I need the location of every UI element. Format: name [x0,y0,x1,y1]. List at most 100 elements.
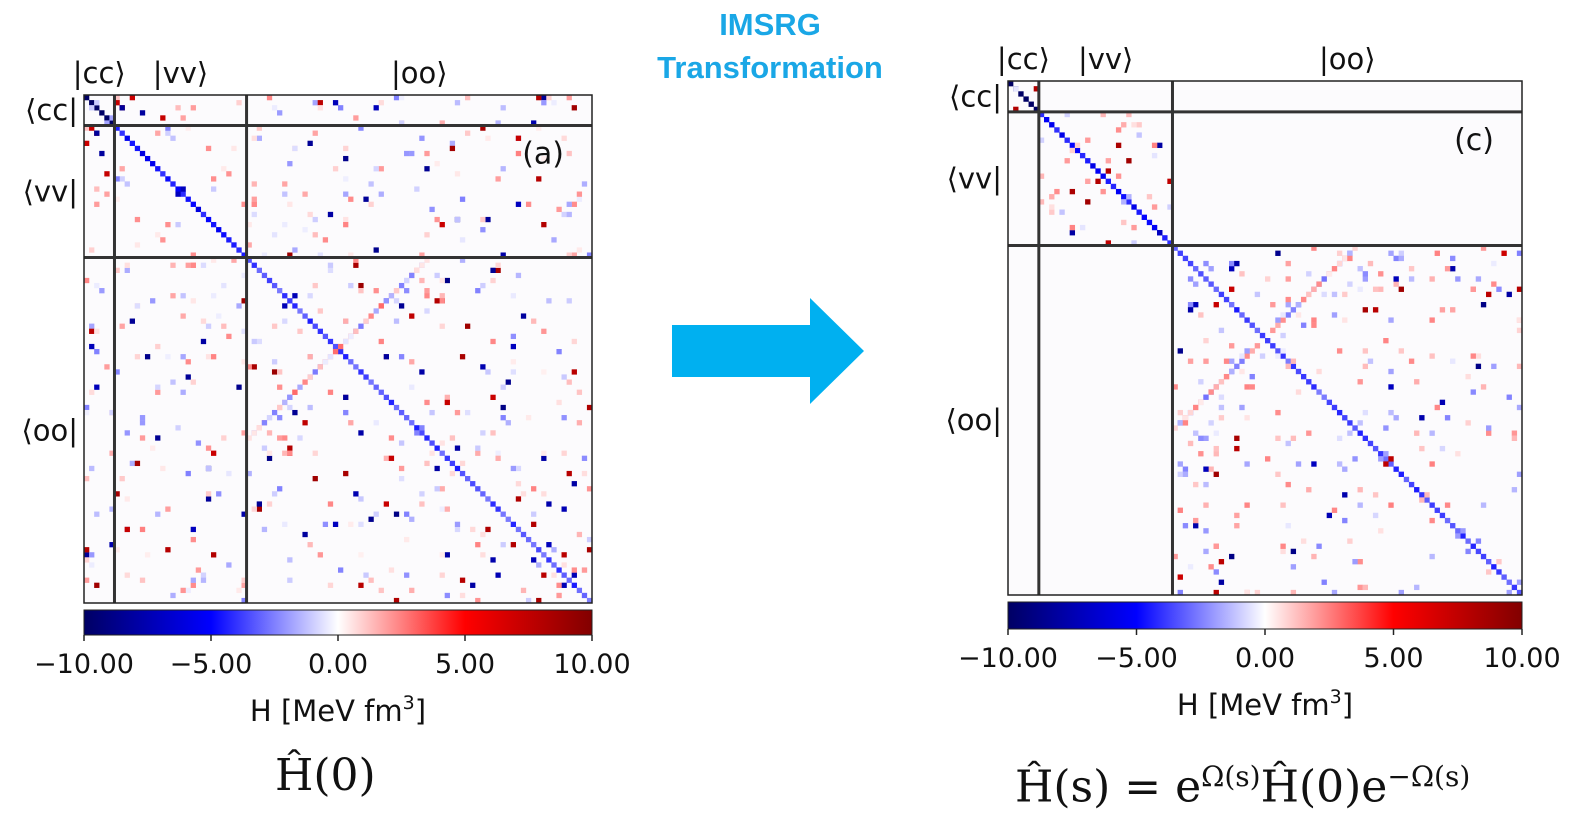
heatmap-cell [302,379,308,385]
heatmap-cell [571,201,577,207]
heatmap-cell [353,328,359,334]
heatmap-cell [1234,363,1240,370]
heatmap-cell [104,171,110,177]
heatmap-cell [459,237,466,243]
heatmap-cell [1105,168,1111,174]
heatmap-cell [1049,209,1055,215]
heatmap-cell [251,211,257,218]
heatmap-cell [139,435,146,441]
heatmap-cell [312,282,318,289]
heatmap-cell [475,542,481,548]
colorbar-tick-label: −10.00 [958,643,1058,674]
heatmap-cell [241,298,247,304]
heatmap-cell [1321,579,1327,585]
heatmap-cell [287,394,293,400]
heatmap-cell [1229,266,1235,272]
heatmap-cell [1285,481,1291,488]
heatmap-cell [1208,281,1214,287]
heatmap-cell [256,506,262,512]
heatmap-cell [266,95,273,101]
heatmap-cell [165,222,171,228]
heatmap-cell [465,130,471,136]
heatmap-cell [378,100,384,106]
heatmap-cell [495,455,501,461]
heatmap-cell [1388,409,1394,416]
heatmap-cell [1470,389,1476,395]
heatmap-cell [287,577,293,583]
heatmap-cell [1429,276,1435,282]
heatmap-cell [1090,163,1096,169]
heatmap-cell [1275,322,1281,328]
heatmap-cell [368,181,374,187]
heatmap-cell [434,161,440,167]
heatmap-cell [1480,245,1487,251]
heatmap-cell [373,105,379,111]
heatmap-cell [1203,276,1209,282]
heatmap-cell [419,252,425,258]
heatmap-cell [1085,158,1091,164]
heatmap-cell [89,465,95,472]
heatmap-cell [165,125,171,131]
heatmap-cell [358,323,364,329]
heatmap-cell [368,313,374,319]
heatmap-cell [1146,194,1153,200]
heatmap-cell [368,577,374,583]
heatmap-cell [1414,430,1420,436]
row-block-label: ⟨vv| [947,162,1002,196]
heatmap-cell [180,313,186,319]
formula-hs-mid: Ĥ(0)e [1260,761,1388,813]
heatmap-cell [282,181,288,187]
heatmap-cell [571,252,577,258]
heatmap-cell [292,247,298,253]
heatmap-cell [536,597,542,604]
heatmap-cell [1203,358,1209,364]
heatmap-cell [1414,379,1420,385]
heatmap-cell [485,496,491,502]
heatmap-cell [332,100,339,106]
heatmap-cell [449,435,456,441]
heatmap-cell [1054,127,1060,133]
heatmap-cell [190,536,196,543]
heatmap-cell [1244,384,1250,390]
heatmap-cell [1105,158,1111,164]
heatmap-cell [515,272,522,279]
heatmap-cell [1480,553,1487,560]
heatmap-cell [1254,327,1261,334]
heatmap-cell [388,567,395,573]
heatmap-cell [1357,379,1363,385]
heatmap-cell [525,536,532,543]
heatmap-cell [414,186,420,192]
heatmap-cell [84,277,90,284]
heatmap-cell [1285,260,1291,267]
heatmap-cell [119,105,125,111]
heatmap-cell [434,486,440,492]
heatmap-cell [571,481,577,487]
heatmap-cell [221,323,227,329]
heatmap-cell [261,420,268,426]
heatmap-cell [180,191,186,197]
heatmap-cell [536,547,542,553]
heatmap-cell [170,181,176,187]
heatmap-cell [307,211,313,218]
heatmap-cell [134,460,141,467]
heatmap-cell [1079,224,1086,231]
heatmap-cell [114,491,120,497]
heatmap-cell [1357,420,1363,426]
colorbar-tick-label: 5.00 [1363,643,1423,674]
heatmap-cell [1336,435,1343,441]
heatmap-cell [1480,302,1487,308]
heatmap-cell [449,140,456,146]
heatmap-cell [1285,302,1291,308]
heatmap-cell [327,501,334,507]
heatmap-cell [1290,564,1297,570]
heatmap-cell [1177,348,1183,354]
heatmap-cell [139,150,146,157]
heatmap-cell [1306,487,1312,493]
heatmap-cell [1213,286,1219,292]
heatmap-cell [190,252,196,258]
heatmap-cell [1439,512,1446,519]
heatmap-cell [393,298,400,304]
heatmap-cell [205,496,212,502]
heatmap-cell [541,100,547,106]
heatmap-cell [104,120,110,126]
